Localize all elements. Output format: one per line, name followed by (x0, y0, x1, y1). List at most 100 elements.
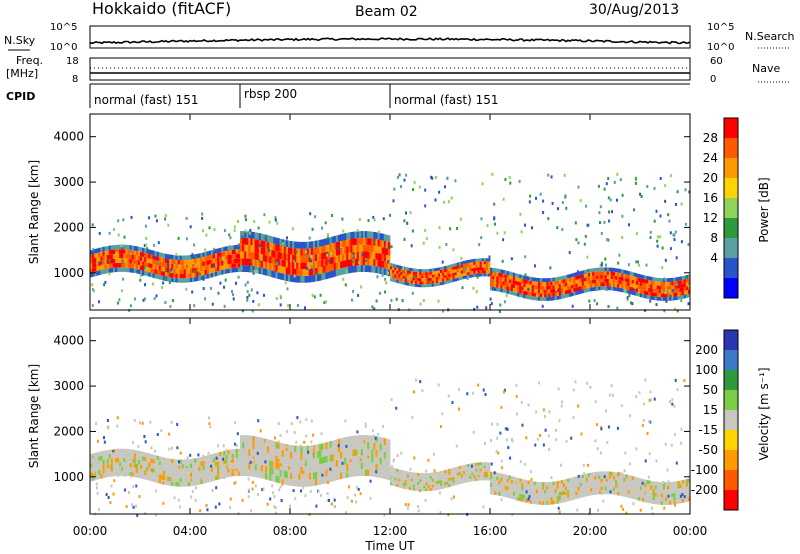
heatmap-cell (115, 467, 118, 472)
heatmap-cell (266, 235, 269, 239)
heatmap-cell (535, 277, 539, 282)
heatmap-cell (385, 262, 389, 269)
heatmap-cell (348, 470, 351, 478)
heatmap-cell (300, 452, 303, 460)
heatmap-cell (423, 479, 426, 483)
heatmap-cell (150, 472, 153, 477)
heatmap-cell (206, 264, 210, 270)
heatmap-cell (196, 253, 199, 259)
heatmap-cell (387, 255, 391, 263)
heatmap-cell (137, 473, 141, 478)
heatmap-cell (435, 280, 439, 283)
heatmap-cell (187, 259, 191, 265)
heatmap-cell (127, 467, 130, 472)
heatmap-cell (510, 495, 514, 499)
heatmap-cell (625, 278, 628, 282)
heatmap-cell (617, 268, 620, 273)
heatmap-cell (658, 485, 662, 490)
heatmap-cell (494, 283, 497, 288)
heatmap-cell (360, 244, 364, 252)
heatmap-cell (98, 256, 101, 262)
heatmap-cell (465, 470, 468, 474)
heatmap-cell (492, 283, 495, 287)
heatmap-cell (525, 279, 528, 284)
heatmap-cell (387, 473, 391, 481)
heatmap-cell (403, 178, 406, 182)
heatmap-cell (210, 259, 214, 264)
heatmap-cell (202, 465, 205, 470)
heatmap-cell (358, 448, 362, 456)
heatmap-cell (250, 509, 253, 513)
heatmap-cell (485, 270, 489, 274)
heatmap-cell (440, 282, 443, 286)
heatmap-cell (615, 479, 618, 484)
heatmap-cell (308, 248, 312, 256)
heatmap-cell (448, 478, 451, 481)
heatmap-cell (402, 473, 405, 477)
heatmap-cell (173, 277, 176, 283)
heatmap-cell (140, 455, 143, 461)
heatmap-cell (112, 449, 116, 454)
heatmap-cell (100, 455, 103, 461)
heatmap-cell (412, 280, 416, 284)
heatmap-cell (410, 274, 414, 278)
heatmap-cell (602, 490, 605, 495)
heatmap-cell (231, 290, 233, 293)
heatmap-cell (512, 291, 516, 296)
heatmap-cell (525, 499, 528, 503)
heatmap-cell (127, 267, 130, 273)
heatmap-cell (649, 390, 652, 394)
heatmap-cell (542, 493, 545, 498)
heatmap-cell (565, 498, 568, 502)
heatmap-cell (217, 262, 220, 267)
heatmap-cell (331, 467, 335, 475)
heatmap-cell (602, 486, 605, 491)
heatmap-cell (269, 242, 272, 250)
heatmap-cell (602, 282, 605, 287)
heatmap-cell (305, 434, 308, 438)
heatmap-cell (104, 260, 108, 265)
heatmap-cell (579, 490, 583, 494)
colorbar-swatch (724, 258, 738, 279)
heatmap-cell (352, 289, 355, 293)
heatmap-cell (199, 509, 202, 513)
heatmap-cell (300, 241, 303, 249)
heatmap-cell (440, 477, 443, 481)
heatmap-cell (123, 262, 126, 268)
heatmap-cell (98, 460, 101, 466)
heatmap-cell (462, 260, 466, 264)
heatmap-cell (352, 254, 355, 258)
heatmap-cell (630, 301, 633, 305)
heatmap-cell (140, 270, 143, 275)
heatmap-cell (487, 471, 491, 475)
heatmap-cell (683, 290, 687, 295)
heatmap-cell (527, 499, 530, 504)
heatmap-cell (329, 257, 333, 265)
heatmap-cell (392, 459, 395, 463)
heatmap-cell (306, 445, 310, 453)
heatmap-cell (633, 272, 637, 277)
heatmap-cell (175, 468, 178, 473)
heatmap-cell (417, 275, 420, 278)
heatmap-cell (229, 259, 233, 264)
heatmap-cell (580, 432, 583, 436)
heatmap-cell (265, 268, 268, 276)
heatmap-cell (423, 269, 426, 273)
heatmap-cell (298, 466, 301, 474)
heatmap-cell (556, 480, 560, 485)
heatmap-cell (557, 387, 560, 391)
heatmap-cell (596, 475, 599, 480)
heatmap-cell (304, 479, 308, 487)
heatmap-cell (608, 210, 610, 214)
heatmap-cell (360, 455, 364, 463)
heatmap-cell (104, 468, 108, 473)
heatmap-cell (287, 478, 291, 486)
heatmap-cell (433, 268, 437, 272)
heatmap-cell (500, 498, 503, 502)
heatmap-cell (519, 489, 522, 494)
heatmap-cell (321, 456, 324, 464)
heatmap-cell (215, 457, 218, 462)
heatmap-cell (473, 265, 476, 268)
heatmap-cell (631, 483, 635, 488)
heatmap-cell (667, 485, 670, 490)
